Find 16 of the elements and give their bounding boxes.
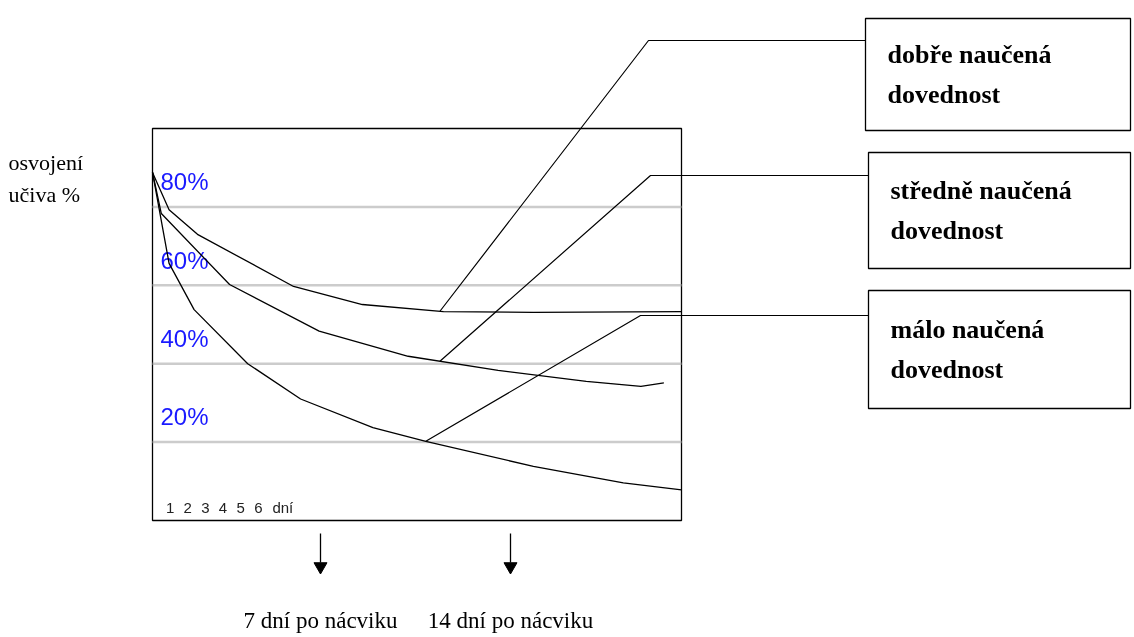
x-tick-label: 6 (254, 498, 263, 516)
text: středně naučená dovednost (890, 176, 1072, 245)
text: 14 dní po nácviku (427, 608, 594, 633)
x-tick-label: 4 (218, 498, 228, 516)
x-tick-label: 3 (201, 498, 210, 516)
x-tick-label: 2 (183, 498, 192, 516)
text: málo naučená dovednost (890, 315, 1045, 384)
text: 7 dní po nácviku (243, 608, 398, 633)
y-tick-label: 80% (160, 168, 209, 196)
text: dobře naučená dovednost (887, 40, 1052, 109)
x-tick-label: 1 (165, 498, 175, 516)
y-tick-label: 40% (160, 324, 209, 352)
y-axis-title: osvojení učiva % (8, 150, 84, 207)
x-tick-label: 5 (236, 498, 245, 516)
y-tick-label: 20% (160, 403, 209, 431)
x-axis-title: dní (272, 499, 295, 516)
